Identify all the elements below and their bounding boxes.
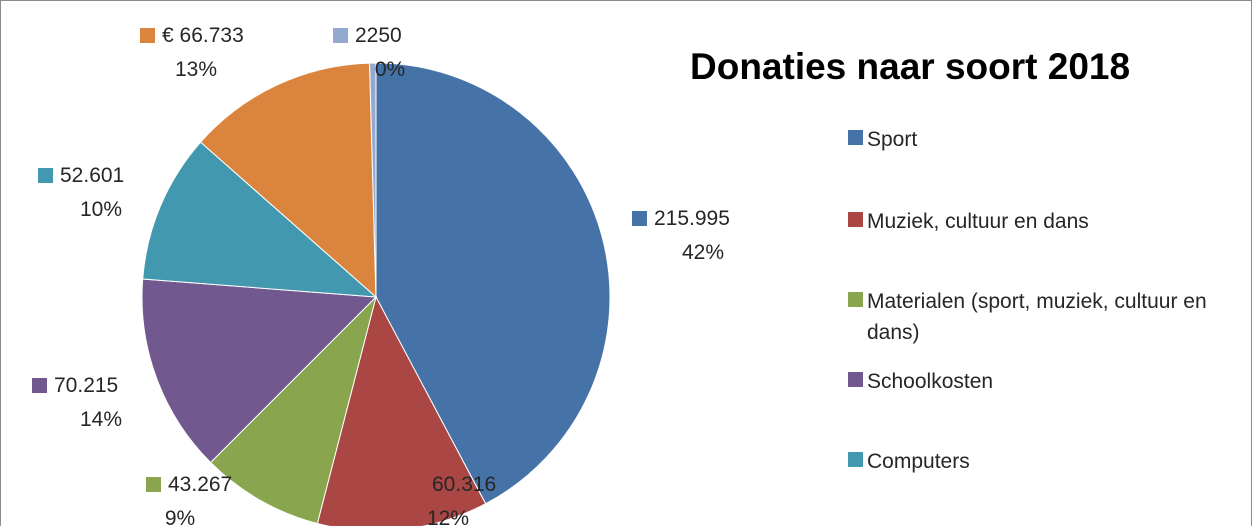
data-label-swatch-5 [38,168,53,183]
pie-slice-5 [142,141,378,298]
data-label-swatch-1 [632,211,647,226]
data-label-swatch-7 [333,28,348,43]
legend-swatch-2 [848,212,863,227]
data-label-value-1: 215.995 [654,207,730,230]
legend-swatch-1 [848,130,863,145]
legend-swatch-5 [848,452,863,467]
legend-label-1: Sport [867,128,918,151]
data-label-swatch-3 [146,477,161,492]
data-label-swatch-4 [32,378,47,393]
pie-slice-1 [375,62,611,505]
legend-item-3: Materialen (sport, muziek, cultuur en da… [848,286,1243,348]
pie-slice-6 [199,62,377,299]
data-label-percent-7: 0% [375,58,405,81]
data-label-percent-1: 42% [682,241,724,264]
data-label-percent-3: 9% [165,507,195,526]
legend-label-2: Muziek, cultuur en dans [867,210,1089,233]
data-label-value-3: 43.267 [168,473,232,496]
pie-slice-2 [316,295,487,526]
data-label-swatch-2 [410,477,425,492]
data-label-value-6: € 66.733 [162,24,244,47]
legend-item-4: Schoolkosten [848,366,1243,397]
legend-item-1: Sport [848,124,1243,155]
data-label-percent-4: 14% [80,408,122,431]
legend-label-5: Computers [867,450,970,473]
data-label-value-7: 2250 [355,24,402,47]
legend-label-4: Schoolkosten [867,370,994,393]
pie-slice-4 [141,278,378,464]
data-label-value-5: 52.601 [60,164,124,187]
legend-item-5: Computers [848,446,1243,477]
data-label-percent-6: 13% [175,58,217,81]
pie-slice-7 [369,62,377,298]
legend-swatch-4 [848,372,863,387]
pie-slice-3 [209,295,377,525]
chart-title: Donaties naar soort 2018 [690,46,1131,87]
data-label-percent-5: 10% [80,198,122,221]
data-label-value-4: 70.215 [54,374,118,397]
data-label-value-2: 60.316 [432,473,496,496]
data-label-swatch-6 [140,28,155,43]
legend-swatch-3 [848,292,863,307]
data-label-percent-2: 12% [427,507,469,526]
legend-item-2: Muziek, cultuur en dans [848,206,1243,237]
legend-label-3: Materialen (sport, muziek, cultuur en da… [867,290,1207,344]
